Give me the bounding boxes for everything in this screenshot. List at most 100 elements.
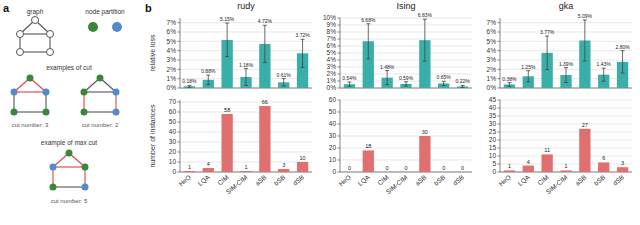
data-label: 6: [602, 155, 605, 161]
edge: [53, 186, 85, 187]
error-line: [227, 23, 228, 57]
error-cap: [404, 81, 408, 82]
error-bar: [244, 69, 248, 86]
tick-label: 2%: [327, 70, 337, 77]
title: Ising: [396, 1, 415, 11]
tick-label: 15: [489, 144, 497, 151]
annotation: graph: [27, 8, 44, 16]
data-label: 6.68%: [361, 17, 376, 23]
grid-line: [180, 22, 312, 23]
tick-label: 40: [169, 128, 177, 135]
category-label: dSB: [611, 173, 625, 186]
error-cap: [225, 23, 229, 24]
grid-line: [500, 124, 632, 125]
annotation: examples of cut: [46, 64, 92, 72]
error-bar: [282, 79, 286, 86]
data-label: 0.38%: [502, 76, 517, 82]
error-bar: [602, 68, 606, 81]
error-bar: [404, 82, 408, 86]
category-label: HeO: [497, 173, 512, 187]
grid-line: [340, 53, 472, 54]
bar-chart: 0102030405060701458166310HeOLQACIMSIM-CI…: [149, 98, 312, 195]
error-cap: [187, 87, 191, 88]
tick-label: 30: [169, 138, 177, 145]
tick-label: 20: [329, 144, 337, 151]
category-label: SIM-CIM: [545, 173, 569, 195]
tick-label: 7%: [327, 35, 337, 42]
error-line: [283, 79, 284, 86]
category-label: CIM: [376, 173, 390, 186]
tick-label: 0%: [167, 84, 177, 91]
data-label: 4: [527, 159, 530, 165]
tick-label: 1%: [327, 77, 337, 84]
data-label: 1.25%: [521, 64, 536, 70]
grid-line: [180, 60, 312, 61]
tick-label: 20: [169, 148, 177, 155]
y-axis: [180, 100, 181, 172]
tick-label: 4%: [167, 47, 177, 54]
error-line: [603, 68, 604, 81]
error-bar: [621, 51, 625, 73]
error-cap: [263, 25, 267, 26]
grid-line: [500, 116, 632, 117]
node: [82, 164, 89, 171]
error-bar: [564, 68, 568, 83]
title: rudy: [237, 1, 255, 11]
category-label: LQA: [196, 173, 212, 188]
tick-label: 8%: [327, 28, 337, 35]
error-line: [584, 20, 585, 61]
node: [27, 75, 34, 82]
annotation: node partition: [85, 8, 125, 16]
data-label: 0: [461, 165, 464, 171]
error-cap: [385, 84, 389, 85]
error-line: [406, 82, 407, 86]
bar: [259, 106, 270, 172]
data-label: 1.48%: [380, 64, 395, 70]
marks: [363, 136, 431, 172]
data-label: 0.61%: [277, 72, 292, 78]
bar: [598, 162, 609, 172]
tick-label: 1%: [167, 75, 177, 82]
error-cap: [564, 82, 568, 83]
tick-label: 6%: [487, 28, 497, 35]
grid-line: [500, 22, 632, 23]
bar-chart: 0%1%2%3%4%5%6%7%0.18%0.88%5.15%1.18%4.72…: [145, 1, 312, 91]
tick-label: 40: [489, 104, 497, 111]
error-cap: [347, 86, 351, 87]
error-cap: [526, 70, 530, 71]
tick-label: 45: [489, 96, 497, 103]
error-cap: [442, 81, 446, 82]
bar: [560, 170, 571, 172]
bar-chart: 0102030405060018003000HeOLQACIMSIM-CIMaS…: [329, 96, 472, 195]
error-bar: [526, 71, 530, 82]
grid-line: [180, 102, 312, 103]
grid-line: [500, 140, 632, 141]
edge: [84, 111, 116, 112]
grid-line: [340, 46, 472, 47]
node: [11, 89, 18, 96]
tick-label: 5%: [487, 38, 497, 45]
data-label: 0.88%: [201, 68, 216, 74]
node: [17, 49, 24, 56]
bar: [381, 172, 392, 173]
node: [50, 184, 57, 191]
tick-label: 7%: [487, 19, 497, 26]
error-bar: [507, 83, 511, 87]
error-cap: [507, 82, 511, 83]
bar: [504, 170, 515, 172]
tick-label: 25: [489, 128, 497, 135]
grid-line: [500, 32, 632, 33]
error-bar: [442, 81, 446, 85]
data-label: 3.72%: [295, 32, 310, 38]
error-line: [246, 69, 247, 86]
tick-label: 60: [329, 96, 337, 103]
x-axis: [180, 172, 312, 173]
tick-label: 40: [329, 120, 337, 127]
y-axis: [180, 18, 181, 88]
error-bar: [301, 39, 305, 67]
tick-label: 70: [169, 98, 177, 105]
y-axis: [500, 18, 501, 88]
error-cap: [602, 81, 606, 82]
bar: [419, 136, 430, 172]
marks: [504, 20, 628, 88]
